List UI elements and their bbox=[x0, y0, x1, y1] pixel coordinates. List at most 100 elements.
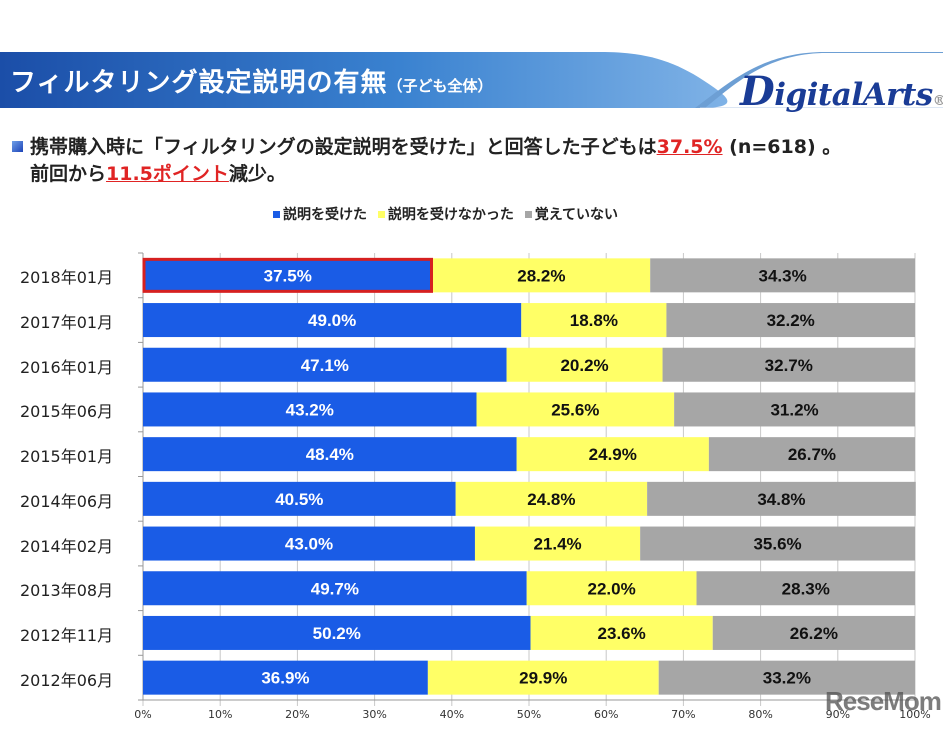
bar-segment bbox=[476, 392, 675, 427]
lead-line-2: 前回から11.5ポイント減少。 bbox=[30, 161, 841, 188]
data-label: 49.0% bbox=[308, 311, 356, 330]
bar-segment bbox=[640, 526, 915, 561]
data-label: 18.8% bbox=[570, 311, 618, 330]
lead-highlight-points: 11.5ポイント bbox=[106, 163, 229, 185]
data-label: 24.9% bbox=[589, 445, 637, 464]
bar-segment bbox=[143, 571, 527, 606]
legend-item-received: 説明を受けた bbox=[267, 207, 367, 223]
x-tick-label: 30% bbox=[362, 708, 387, 721]
data-label: 32.2% bbox=[767, 311, 815, 330]
y-tick-label: 2012年06月 bbox=[20, 670, 114, 690]
bar-segment bbox=[516, 437, 709, 472]
x-tick-label: 40% bbox=[439, 708, 465, 721]
y-tick-label: 2013年08月 bbox=[20, 581, 114, 601]
x-tick-label: 50% bbox=[516, 708, 542, 721]
logo-text: igitalArts bbox=[774, 77, 933, 113]
bar-segment bbox=[143, 392, 477, 427]
bar-segment bbox=[143, 437, 517, 472]
y-tick-label: 2014年06月 bbox=[20, 491, 114, 511]
header-banner bbox=[0, 52, 943, 108]
y-tick-label: 2017年01月 bbox=[20, 313, 114, 333]
data-label: 21.4% bbox=[533, 535, 581, 554]
bar-segment bbox=[143, 660, 428, 695]
resemom-watermark: ReseMom bbox=[825, 686, 942, 716]
bar-segment bbox=[143, 615, 531, 650]
y-tick-label: 2015年06月 bbox=[20, 402, 114, 422]
bar-segment bbox=[526, 571, 697, 606]
x-tick-label: 20% bbox=[285, 708, 310, 721]
y-tick-label: 2016年01月 bbox=[20, 357, 114, 377]
bar-segment bbox=[662, 347, 915, 382]
x-tick-label: 90% bbox=[825, 708, 851, 721]
y-tick-label: 2014年02月 bbox=[20, 536, 114, 556]
x-tick-label: 0% bbox=[134, 708, 152, 721]
bar-segment bbox=[712, 615, 915, 650]
data-label: 34.3% bbox=[759, 266, 807, 285]
chart-legend: 説明を受けた 説明を受けなかった 覚えていない bbox=[267, 204, 618, 224]
data-label: 28.3% bbox=[782, 579, 830, 598]
legend-label: 説明を受けなかった bbox=[387, 207, 514, 223]
data-label: 26.2% bbox=[790, 624, 838, 643]
legend-swatch-blue bbox=[273, 211, 280, 218]
lead-line-2-suffix: 減少。 bbox=[228, 163, 286, 185]
bar-segment bbox=[432, 258, 651, 293]
bullet-icon bbox=[12, 141, 23, 152]
logo-initial: D bbox=[740, 68, 775, 115]
data-label: 25.6% bbox=[551, 400, 599, 419]
bar-segment bbox=[143, 303, 522, 338]
highlight-outline bbox=[142, 257, 433, 293]
data-label: 48.4% bbox=[306, 445, 354, 464]
lead-line-1-suffix: (n=618) 。 bbox=[722, 136, 842, 158]
title-main: フィルタリング設定説明の有無 bbox=[10, 68, 388, 98]
data-label: 50.2% bbox=[313, 624, 361, 643]
data-label: 35.6% bbox=[753, 535, 801, 554]
x-tick-label: 10% bbox=[207, 708, 233, 721]
y-tick-label: 2018年01月 bbox=[20, 268, 114, 288]
x-tick-label: 60% bbox=[593, 708, 619, 721]
data-label: 47.1% bbox=[301, 356, 349, 375]
page-title: フィルタリング設定説明の有無（子ども全体） bbox=[10, 62, 493, 99]
data-label: 31.2% bbox=[770, 400, 818, 419]
logo-registered-mark: ® bbox=[933, 93, 943, 109]
lead-highlight-percent: 37.5% bbox=[656, 136, 723, 158]
data-label: 28.2% bbox=[517, 266, 565, 285]
bar-segment bbox=[521, 303, 667, 338]
data-label: 33.2% bbox=[763, 669, 811, 688]
data-label: 32.7% bbox=[765, 356, 813, 375]
bar-segment bbox=[143, 258, 433, 293]
legend-label: 説明を受けた bbox=[283, 207, 367, 223]
x-tick-label: 100% bbox=[899, 708, 931, 721]
data-label: 22.0% bbox=[588, 579, 636, 598]
bar-segment bbox=[658, 660, 915, 695]
data-label: 37.5% bbox=[264, 266, 312, 285]
bar-segment bbox=[674, 392, 915, 427]
title-subtitle: （子ども全体） bbox=[387, 77, 493, 95]
data-label: 23.6% bbox=[598, 624, 646, 643]
data-label: 43.2% bbox=[286, 400, 334, 419]
lead-text: 携帯購入時に「フィルタリングの設定説明を受けた」と回答した子どもは37.5% (… bbox=[30, 134, 841, 188]
y-tick-label: 2015年01月 bbox=[20, 447, 114, 467]
legend-swatch-yellow bbox=[377, 211, 385, 218]
bar-segment bbox=[143, 481, 456, 516]
legend-swatch-gray bbox=[524, 211, 532, 218]
bar-segment bbox=[455, 481, 648, 516]
header-background bbox=[0, 52, 943, 108]
data-label: 34.8% bbox=[757, 490, 805, 509]
x-tick-label: 70% bbox=[671, 708, 696, 721]
data-label: 26.7% bbox=[788, 445, 836, 464]
y-tick-label: 2012年11月 bbox=[20, 625, 114, 645]
bar-segment bbox=[530, 615, 713, 650]
bar-segment bbox=[143, 526, 475, 561]
lead-line-2-text: 前回から bbox=[30, 163, 107, 185]
data-label: 40.5% bbox=[275, 490, 323, 509]
lead-line-1-text: 携帯購入時に「フィルタリングの設定説明を受けた」と回答した子どもは bbox=[30, 136, 657, 158]
digitalarts-logo: DigitalArts® bbox=[740, 68, 943, 115]
x-tick-label: 80% bbox=[748, 708, 773, 721]
data-label: 20.2% bbox=[560, 356, 608, 375]
legend-item-dont-remember: 覚えていない bbox=[519, 207, 618, 223]
bar-segment bbox=[650, 258, 915, 293]
bar-segment bbox=[696, 571, 915, 606]
bar-segment bbox=[427, 660, 659, 695]
bar-segment bbox=[666, 303, 915, 338]
